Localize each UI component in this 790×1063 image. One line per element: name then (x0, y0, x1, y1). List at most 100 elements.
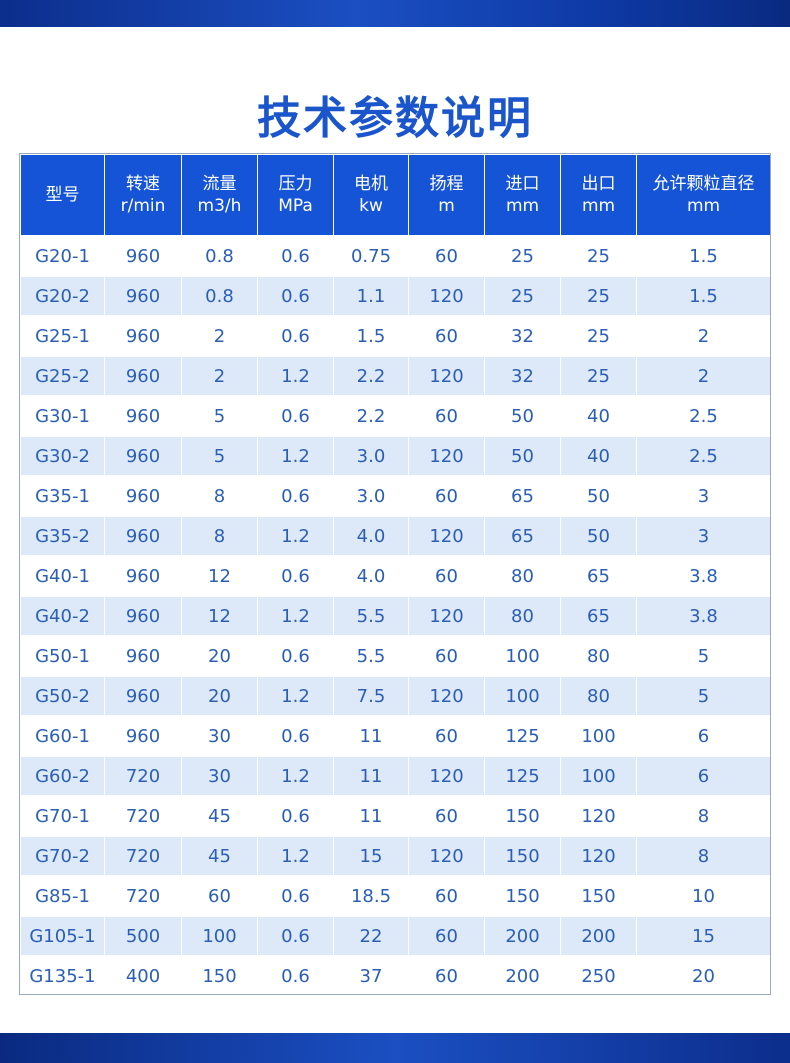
table-cell: 720 (104, 835, 182, 876)
table-cell: 25 (560, 235, 637, 276)
column-header: 流量 m3/h (181, 154, 258, 237)
table-cell: 720 (104, 755, 182, 796)
table-row: G35-2 960 8 1.2 4.0 120 65 50 3 (20, 515, 771, 556)
table-cell: G105-1 (20, 915, 105, 956)
table-cell: 60 (408, 555, 485, 596)
table-cell: G25-2 (20, 355, 105, 396)
table-row: G70-2 720 45 1.2 15 120 150 120 8 (20, 835, 771, 876)
table-cell: 45 (181, 835, 258, 876)
table-cell: 200 (484, 955, 561, 995)
table-cell: 100 (181, 915, 258, 956)
column-header-unit: mm (581, 196, 616, 216)
table-cell: 60 (408, 635, 485, 676)
table-row: G40-1 960 12 0.6 4.0 60 80 65 3.8 (20, 555, 771, 596)
table-cell: 960 (104, 675, 182, 716)
table-cell: 15 (636, 915, 771, 956)
table-cell: 8 (181, 475, 258, 516)
table-cell: 50 (560, 515, 637, 556)
column-header: 转速 r/min (104, 154, 182, 237)
table-cell: 25 (484, 235, 561, 276)
table-cell: 1.2 (257, 835, 334, 876)
table-cell: 5.5 (333, 635, 409, 676)
table-cell: 60 (408, 715, 485, 756)
table-cell: G50-2 (20, 675, 105, 716)
table-cell: 12 (181, 595, 258, 636)
table-header: 型号 转速 r/min 流量 m3/h 压力 MPa 电机 kw 扬程 m 进口 mm 出口 mm 允许颗粒直… (20, 154, 771, 237)
table-cell: 3.0 (333, 435, 409, 476)
table-cell: 0.6 (257, 635, 334, 676)
table-cell: 0.6 (257, 715, 334, 756)
table-cell: 120 (408, 835, 485, 876)
table-cell: 150 (484, 795, 561, 836)
table-cell: 60 (408, 915, 485, 956)
table-cell: 20 (636, 955, 771, 995)
table-cell: 120 (408, 515, 485, 556)
table-cell: 10 (636, 875, 771, 916)
table-cell: G40-1 (20, 555, 105, 596)
table-cell: G20-1 (20, 235, 105, 276)
table-cell: 11 (333, 755, 409, 796)
table-cell: 1.1 (333, 275, 409, 316)
table-cell: 0.6 (257, 875, 334, 916)
table-cell: 50 (484, 435, 561, 476)
table-cell: 960 (104, 555, 182, 596)
table-cell: 15 (333, 835, 409, 876)
table-cell: 40 (560, 395, 637, 436)
table-cell: 200 (560, 915, 637, 956)
table-cell: 120 (408, 275, 485, 316)
table-cell: 12 (181, 555, 258, 596)
table-cell: 0.6 (257, 555, 334, 596)
table-cell: 4.0 (333, 555, 409, 596)
table-cell: G30-2 (20, 435, 105, 476)
table-cell: 1.2 (257, 355, 334, 396)
table-cell: 80 (560, 675, 637, 716)
table-cell: 2.2 (333, 355, 409, 396)
table-cell: 0.6 (257, 395, 334, 436)
column-header-unit: m3/h (197, 196, 242, 216)
table-cell: G50-1 (20, 635, 105, 676)
table-cell: 50 (560, 475, 637, 516)
table-cell: 45 (181, 795, 258, 836)
column-header-unit: MPa (278, 196, 313, 216)
column-header: 允许颗粒直径 mm (636, 154, 771, 237)
table-cell: 60 (408, 395, 485, 436)
table-cell: G35-2 (20, 515, 105, 556)
table-cell: 0.8 (181, 275, 258, 316)
table-cell: 120 (408, 435, 485, 476)
table-cell: 2.2 (333, 395, 409, 436)
table-cell: 960 (104, 275, 182, 316)
page-title: 技术参数说明 (257, 93, 533, 145)
table-cell: 0.6 (257, 315, 334, 356)
column-header-unit: m (438, 196, 455, 216)
table-cell: 120 (408, 355, 485, 396)
table-cell: 25 (560, 355, 637, 396)
table-cell: 5 (636, 635, 771, 676)
table-row: G85-1 720 60 0.6 18.5 60 150 150 10 (20, 875, 771, 916)
table-cell: 60 (408, 235, 485, 276)
table-cell: 3 (636, 515, 771, 556)
table-cell: G85-1 (20, 875, 105, 916)
table-cell: 0.6 (257, 475, 334, 516)
table-cell: 0.6 (257, 795, 334, 836)
column-header-label: 转速 (126, 174, 160, 194)
table-cell: 0.75 (333, 235, 409, 276)
table-cell: 1.2 (257, 515, 334, 556)
column-header: 出口 mm (560, 154, 637, 237)
table-cell: 30 (181, 715, 258, 756)
table-cell: 125 (484, 715, 561, 756)
table-cell: 11 (333, 795, 409, 836)
column-header-label: 允许颗粒直径 (652, 174, 755, 194)
table-cell: 80 (560, 635, 637, 676)
table-cell: 2 (181, 355, 258, 396)
table-cell: 8 (636, 795, 771, 836)
table-cell: 65 (484, 515, 561, 556)
table-cell: 8 (181, 515, 258, 556)
table-cell: 60 (181, 875, 258, 916)
column-header-label: 出口 (581, 174, 616, 194)
column-header: 扬程 m (408, 154, 485, 237)
table-cell: 50 (484, 395, 561, 436)
column-header: 进口 mm (484, 154, 561, 237)
spec-table: 型号 转速 r/min 流量 m3/h 压力 MPa 电机 kw 扬程 m 进口 mm 出口 mm 允许颗粒直… (20, 154, 771, 995)
table-row: G60-2 720 30 1.2 11 120 125 100 6 (20, 755, 771, 796)
table-cell: 960 (104, 595, 182, 636)
